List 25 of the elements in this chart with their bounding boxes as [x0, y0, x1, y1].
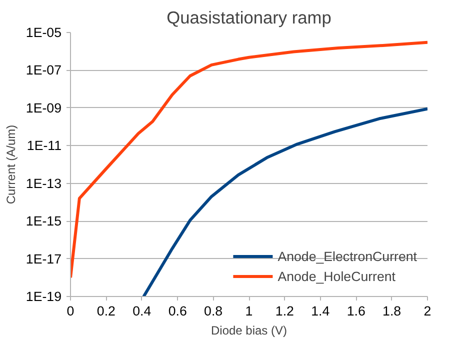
x-axis-title: Diode bias (V) — [210, 324, 288, 338]
y-tick-label: 1E-15 — [26, 214, 62, 229]
x-tick-label: 0.8 — [204, 304, 223, 318]
y-tick-label: 1E-13 — [26, 176, 62, 191]
legend-label: Anode_ElectronCurrent — [278, 248, 417, 264]
x-tick-label: 1.4 — [311, 304, 330, 318]
y-tick-label: 1E-09 — [26, 100, 62, 116]
x-tick-label: 0 — [66, 304, 74, 318]
x-tick-label: 0.2 — [96, 304, 116, 318]
y-tick-label: 1E-17 — [26, 251, 62, 266]
x-tick-label: 1.2 — [275, 304, 294, 318]
x-tick-label: 1 — [245, 304, 253, 318]
y-tick-label: 1E-05 — [26, 25, 62, 40]
y-tick-label: 1E-11 — [26, 138, 62, 154]
x-tick-label: 0.6 — [168, 304, 187, 318]
x-tick-label: 2 — [424, 304, 432, 318]
line-series — [142, 107, 428, 296]
x-tick-label: 1.8 — [382, 304, 402, 318]
y-axis-title: Current (A/um) — [4, 124, 18, 204]
y-tick-label: 1E-07 — [26, 62, 62, 78]
legend-label: Anode_HoleCurrent — [278, 268, 396, 284]
y-tick-label: 1E-19 — [26, 289, 62, 304]
x-tick-label: 1.6 — [346, 304, 366, 318]
x-tick-label: 0.4 — [132, 304, 152, 318]
chart-title: Quasistationary ramp — [166, 8, 332, 28]
